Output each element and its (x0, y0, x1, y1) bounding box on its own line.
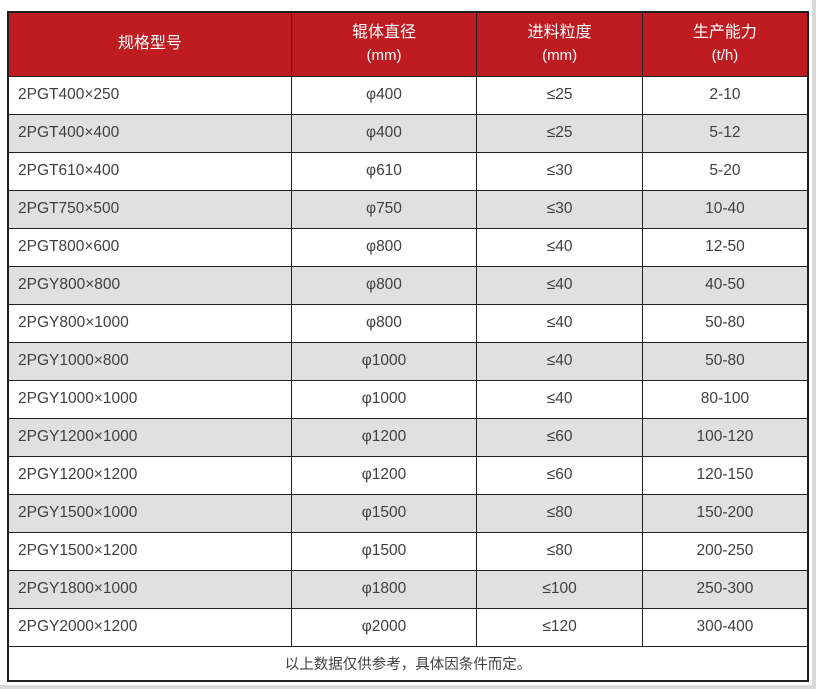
cell-capacity: 2-10 (641, 75, 809, 115)
column-header-1: 辊体直径 (mm) (290, 11, 478, 77)
table-row: 2PGT400×400 φ400 ≤25 5-12 (7, 113, 809, 153)
table-row: 2PGT750×500 φ750 ≤30 10-40 (7, 189, 809, 229)
cell-feed: ≤60 (476, 417, 643, 457)
cell-diameter: φ1500 (290, 531, 478, 571)
footnote-row: 以上数据仅供参考，具体因条件而定。 (8, 645, 808, 681)
cell-capacity: 120-150 (641, 455, 809, 495)
cell-feed: ≤25 (476, 113, 643, 153)
cell-feed: ≤80 (476, 493, 643, 533)
cell-capacity: 100-120 (641, 417, 809, 457)
table-row: 2PGT610×400 φ610 ≤30 5-20 (7, 151, 809, 191)
cell-model: 2PGY1000×1000 (7, 379, 292, 419)
cell-feed: ≤30 (476, 189, 643, 229)
table-row: 2PGY800×1000 φ800 ≤40 50-80 (7, 303, 809, 343)
table-body: 2PGT400×250 φ400 ≤25 2-10 2PGT400×400 φ400 ≤25… (7, 75, 809, 647)
cell-feed: ≤40 (476, 379, 643, 419)
cell-feed: ≤80 (476, 531, 643, 571)
table-header: 规格型号 辊体直径 (mm) 进料粒度 (mm) 生产能力 (t/h) (7, 11, 809, 77)
cell-capacity: 50-80 (641, 341, 809, 381)
column-unit: (mm) (542, 47, 578, 65)
cell-diameter: φ800 (290, 303, 478, 343)
cell-model: 2PGT400×400 (7, 113, 292, 153)
column-unit: (mm) (366, 47, 402, 65)
cell-model: 2PGY800×800 (7, 265, 292, 305)
table-row: 2PGT400×250 φ400 ≤25 2-10 (7, 75, 809, 115)
column-header-0: 规格型号 (7, 11, 292, 77)
cell-diameter: φ400 (290, 113, 478, 153)
cell-capacity: 50-80 (641, 303, 809, 343)
cell-model: 2PGY800×1000 (7, 303, 292, 343)
cell-model: 2PGY1500×1200 (7, 531, 292, 571)
cell-feed: ≤40 (476, 341, 643, 381)
column-unit: (t/h) (711, 47, 739, 65)
cell-model: 2PGT800×600 (7, 227, 292, 267)
cell-diameter: φ1500 (290, 493, 478, 533)
column-header-3: 生产能力 (t/h) (641, 11, 809, 77)
cell-diameter: φ1200 (290, 455, 478, 495)
cell-capacity: 80-100 (641, 379, 809, 419)
cell-model: 2PGT610×400 (7, 151, 292, 191)
cell-feed: ≤120 (476, 607, 643, 647)
column-title: 生产能力 (692, 24, 757, 42)
table-row: 2PGY1500×1000 φ1500 ≤80 150-200 (7, 493, 809, 533)
column-title: 进料粒度 (527, 24, 592, 42)
header-row: 规格型号 辊体直径 (mm) 进料粒度 (mm) 生产能力 (t/h) (7, 11, 809, 77)
cell-capacity: 10-40 (641, 189, 809, 229)
cell-capacity: 5-20 (641, 151, 809, 191)
cell-diameter: φ2000 (290, 607, 478, 647)
cell-model: 2PGT400×250 (7, 75, 292, 115)
column-title: 规格型号 (117, 35, 182, 53)
cell-capacity: 40-50 (641, 265, 809, 305)
page-edge-right (812, 0, 816, 689)
cell-model: 2PGY1200×1200 (7, 455, 292, 495)
cell-diameter: φ750 (290, 189, 478, 229)
cell-model: 2PGY1800×1000 (7, 569, 292, 609)
table-row: 2PGY2000×1200 φ2000 ≤120 300-400 (7, 607, 809, 647)
table-row: 2PGY1800×1000 φ1800 ≤100 250-300 (7, 569, 809, 609)
cell-model: 2PGY1500×1000 (7, 493, 292, 533)
cell-feed: ≤100 (476, 569, 643, 609)
cell-feed: ≤60 (476, 455, 643, 495)
table-footnote: 以上数据仅供参考，具体因条件而定。 (8, 645, 808, 681)
cell-diameter: φ1800 (290, 569, 478, 609)
cell-model: 2PGY1000×800 (7, 341, 292, 381)
cell-capacity: 5-12 (641, 113, 809, 153)
cell-diameter: φ1000 (290, 341, 478, 381)
cell-model: 2PGY2000×1200 (7, 607, 292, 647)
table-row: 2PGY800×800 φ800 ≤40 40-50 (7, 265, 809, 305)
table-row: 2PGY1000×1000 φ1000 ≤40 80-100 (7, 379, 809, 419)
table-row: 2PGY1200×1200 φ1200 ≤60 120-150 (7, 455, 809, 495)
cell-feed: ≤40 (476, 227, 643, 267)
cell-capacity: 200-250 (641, 531, 809, 571)
column-title: 辊体直径 (351, 24, 416, 42)
cell-capacity: 300-400 (641, 607, 809, 647)
table-row: 2PGY1000×800 φ1000 ≤40 50-80 (7, 341, 809, 381)
cell-diameter: φ400 (290, 75, 478, 115)
cell-diameter: φ1200 (290, 417, 478, 457)
spec-table: 规格型号 辊体直径 (mm) 进料粒度 (mm) 生产能力 (t/h) 2PGT400×25… (7, 11, 809, 682)
cell-diameter: φ800 (290, 227, 478, 267)
table-row: 2PGT800×600 φ800 ≤40 12-50 (7, 227, 809, 267)
cell-feed: ≤40 (476, 265, 643, 305)
cell-model: 2PGY1200×1000 (7, 417, 292, 457)
column-header-2: 进料粒度 (mm) (476, 11, 643, 77)
cell-model: 2PGT750×500 (7, 189, 292, 229)
cell-capacity: 12-50 (641, 227, 809, 267)
cell-capacity: 250-300 (641, 569, 809, 609)
cell-diameter: φ610 (290, 151, 478, 191)
cell-diameter: φ800 (290, 265, 478, 305)
table-row: 2PGY1200×1000 φ1200 ≤60 100-120 (7, 417, 809, 457)
page-edge-bottom (0, 685, 816, 689)
table-row: 2PGY1500×1200 φ1500 ≤80 200-250 (7, 531, 809, 571)
cell-diameter: φ1000 (290, 379, 478, 419)
cell-capacity: 150-200 (641, 493, 809, 533)
cell-feed: ≤40 (476, 303, 643, 343)
cell-feed: ≤30 (476, 151, 643, 191)
table-footer: 以上数据仅供参考，具体因条件而定。 (8, 645, 808, 681)
cell-feed: ≤25 (476, 75, 643, 115)
